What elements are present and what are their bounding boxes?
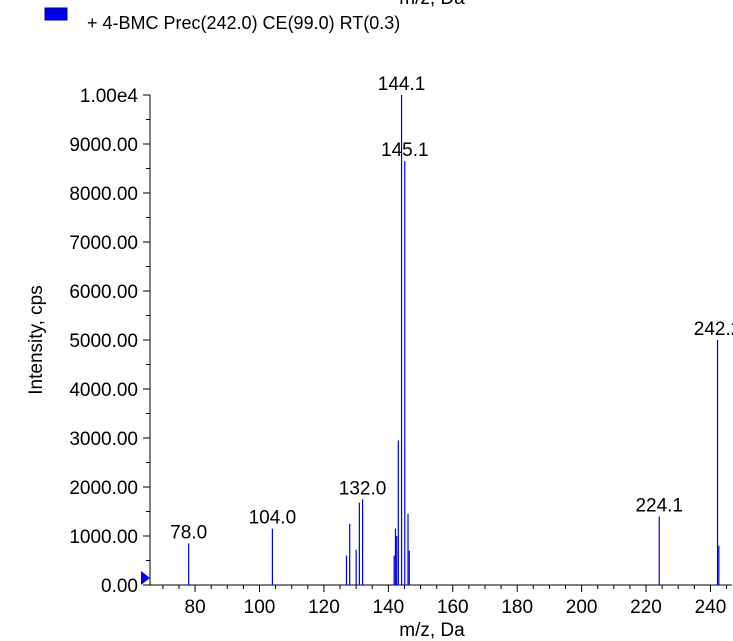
y-tick-label: 1.00e4 (80, 86, 139, 107)
y-tick-label: 4000.00 (69, 380, 138, 401)
y-tick-label: 5000.00 (69, 331, 138, 352)
peak-label: 145.1 (381, 140, 429, 161)
plot-area: 80 100 120 140 160 180 200 220 240 0.00 1000.00 20… (69, 74, 733, 618)
x-tick-label: 240 (695, 597, 727, 618)
y-axis-title: Intensity, cps (26, 285, 47, 394)
x-tick-label: 200 (566, 597, 598, 618)
peak-label: 242.2 (694, 319, 733, 340)
x-ticks: 80 100 120 140 160 180 200 220 240 (162, 585, 728, 618)
y-tick-label: 1000.00 (69, 527, 138, 548)
peak-label: 144.1 (378, 74, 426, 95)
legend-swatch (44, 7, 68, 21)
legend: + 4-BMC Prec(242.0) CE(99.0) RT(0.3) (44, 7, 400, 33)
y-tick-label: 9000.00 (69, 135, 138, 156)
x-tick-label: 180 (501, 597, 533, 618)
peak-label: 224.1 (635, 495, 683, 516)
legend-label: + 4-BMC Prec(242.0) CE(99.0) RT(0.3) (87, 13, 400, 33)
y-tick-label: 0.00 (101, 576, 138, 597)
peak-label: 78.0 (170, 522, 207, 543)
x-tick-label: 160 (437, 597, 469, 618)
y-tick-label: 3000.00 (69, 429, 138, 450)
peaks: 78.0 104.0 132.0 144.1 145.1 224.1 242.2 (170, 74, 733, 585)
x-tick-label: 80 (185, 597, 206, 618)
x-tick-label: 140 (373, 597, 405, 618)
peak-label: 132.0 (339, 478, 387, 499)
x-axis-title: m/z, Da (399, 620, 465, 641)
peak-label: 104.0 (249, 508, 297, 529)
y-ticks: 0.00 1000.00 2000.00 3000.00 4000.00 5000.00 6… (69, 86, 150, 597)
y-tick-label: 2000.00 (69, 478, 138, 499)
top-partial-label: m/z, Da (399, 0, 465, 9)
x-tick-label: 120 (308, 597, 340, 618)
x-tick-label: 100 (244, 597, 276, 618)
x-tick-label: 220 (630, 597, 662, 618)
y-tick-label: 7000.00 (69, 233, 138, 254)
y-tick-label: 8000.00 (69, 184, 138, 205)
y-tick-label: 6000.00 (69, 282, 138, 303)
origin-marker (141, 571, 150, 585)
